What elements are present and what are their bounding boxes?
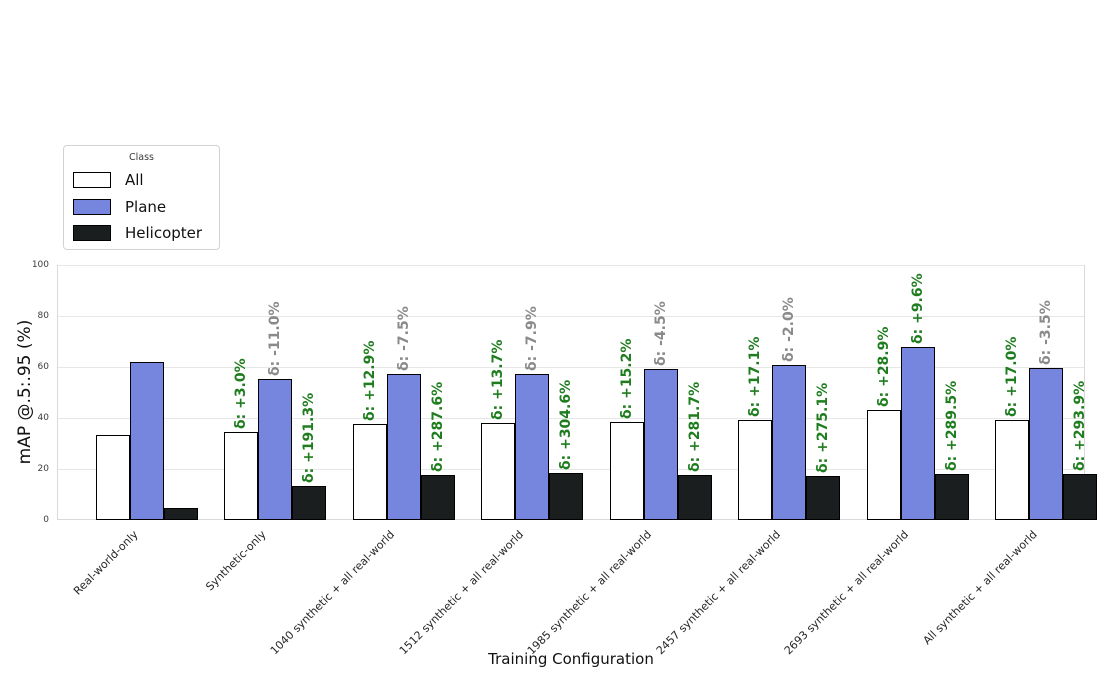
delta-annotation-helicopter-2: δ: +287.6% <box>429 381 446 472</box>
delta-annotation-plane-7: δ: -3.5% <box>1038 299 1055 365</box>
y-tick-label: 60 <box>37 362 49 372</box>
delta-annotation-plane-4: δ: -4.5% <box>652 301 669 367</box>
bar-helicopter-7 <box>1063 473 1098 520</box>
delta-annotation-all-6: δ: +28.9% <box>875 326 892 408</box>
bar-helicopter-6 <box>934 474 969 520</box>
gridline <box>58 469 1084 470</box>
y-axis-label: mAP @.5:.95 (%) <box>15 319 35 465</box>
bar-plane-7 <box>1029 367 1064 520</box>
y-tick-label: 0 <box>43 515 49 525</box>
legend-item-label: Helicopter <box>125 224 203 242</box>
delta-annotation-all-7: δ: +17.0% <box>1004 336 1021 418</box>
delta-annotation-plane-3: δ: -7.9% <box>524 306 541 372</box>
bar-all-2 <box>352 423 387 520</box>
bar-plane-0 <box>129 361 164 520</box>
delta-annotation-all-1: δ: +3.0% <box>233 358 250 430</box>
legend-item-helicopter: Helicopter <box>73 222 202 244</box>
gridline <box>58 367 1084 368</box>
gridline <box>58 316 1084 317</box>
bar-all-4 <box>609 421 644 520</box>
bar-plane-2 <box>386 373 421 520</box>
legend-swatch-helicopter <box>73 225 111 241</box>
x-tick-label: 2457 synthetic + all real-world <box>653 528 783 658</box>
gridline <box>58 265 1084 267</box>
bar-all-1 <box>224 432 259 520</box>
delta-annotation-helicopter-4: δ: +281.7% <box>686 381 703 473</box>
legend-item-label: All <box>125 171 144 189</box>
delta-annotation-helicopter-1: δ: +191.3% <box>301 392 318 483</box>
y-tick-label: 80 <box>37 311 49 321</box>
x-tick-label: 1985 synthetic + all real-world <box>525 528 655 658</box>
x-tick-label: Real-world-only <box>70 528 141 598</box>
delta-annotation-helicopter-3: δ: +304.6% <box>558 379 575 470</box>
bar-all-5 <box>738 420 773 520</box>
bar-helicopter-3 <box>549 472 584 520</box>
legend-item-plane: Plane <box>73 196 166 218</box>
bar-helicopter-5 <box>806 475 841 520</box>
legend-swatch-all <box>73 172 111 188</box>
gridline <box>58 418 1084 419</box>
delta-annotation-plane-5: δ: -2.0% <box>781 297 798 362</box>
x-axis-title: Training Configuration <box>488 650 654 668</box>
legend-swatch-plane <box>73 198 111 215</box>
bar-all-3 <box>481 423 516 520</box>
bar-plane-6 <box>900 346 935 520</box>
delta-annotation-all-3: δ: +13.7% <box>490 339 507 421</box>
delta-annotation-all-2: δ: +12.9% <box>361 340 378 421</box>
legend: Class All Plane Helicopter <box>63 145 220 250</box>
bar-helicopter-2 <box>420 474 455 520</box>
bar-plane-4 <box>643 369 678 520</box>
y-tick-label: 100 <box>31 260 49 270</box>
bar-all-7 <box>995 420 1030 520</box>
delta-annotation-all-5: δ: +17.1% <box>747 336 764 418</box>
x-tick-label: 1040 synthetic + all real-world <box>268 528 398 658</box>
delta-annotation-all-4: δ: +15.2% <box>618 338 635 419</box>
legend-title: Class <box>129 152 154 163</box>
bar-helicopter-4 <box>677 475 712 520</box>
x-tick-label: 1512 synthetic + all real-world <box>396 528 526 658</box>
delta-annotation-helicopter-5: δ: +275.1% <box>815 382 832 473</box>
bar-all-0 <box>95 434 130 520</box>
y-tick-label: 40 <box>37 413 49 423</box>
delta-annotation-plane-1: δ: -11.0% <box>267 301 284 377</box>
delta-annotation-helicopter-7: δ: +293.9% <box>1072 380 1089 471</box>
bar-plane-3 <box>515 374 550 520</box>
bar-plane-1 <box>258 379 293 520</box>
legend-item-all: All <box>73 169 144 191</box>
delta-annotation-helicopter-6: δ: +289.5% <box>943 381 960 472</box>
bar-helicopter-0 <box>163 508 198 520</box>
x-tick-label: Synthetic-only <box>203 528 269 594</box>
delta-annotation-plane-2: δ: -7.5% <box>395 305 412 371</box>
y-tick-label: 20 <box>37 464 49 474</box>
legend-item-label: Plane <box>125 197 167 216</box>
bar-helicopter-1 <box>292 485 327 520</box>
bar-all-6 <box>866 410 901 520</box>
bar-plane-5 <box>772 364 807 520</box>
x-tick-label: All synthetic + all real-world <box>920 528 1040 648</box>
x-tick-label: 2693 synthetic + all real-world <box>782 528 912 658</box>
delta-annotation-plane-6: δ: +9.6% <box>909 273 926 344</box>
